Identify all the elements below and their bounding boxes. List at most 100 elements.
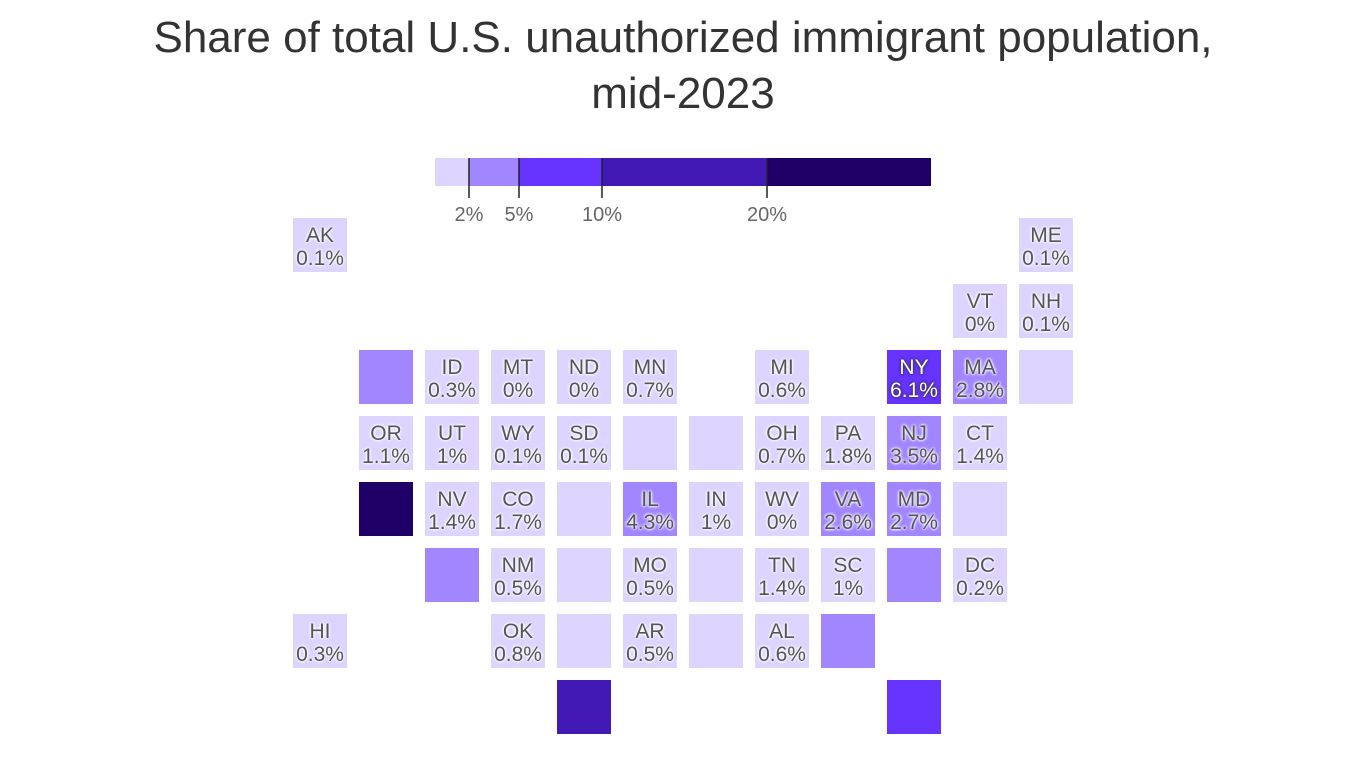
state-tile-nd[interactable]	[557, 350, 611, 404]
state-tile-ut[interactable]	[425, 416, 479, 470]
state-code: OK	[502, 620, 534, 643]
state-value: 1.4%	[758, 577, 806, 600]
state-tile-ny[interactable]	[887, 350, 941, 404]
state-tile-md[interactable]	[887, 482, 941, 536]
state-tile[interactable]	[1019, 350, 1073, 404]
state-code: DC	[964, 554, 996, 577]
state-label: MN 0.7%	[610, 356, 690, 402]
state-value: 6.1%	[890, 379, 938, 402]
state-tile-il[interactable]	[623, 482, 677, 536]
state-tile-nm[interactable]	[491, 548, 545, 602]
state-code: MA	[964, 356, 996, 379]
state-tile-nh[interactable]	[1019, 284, 1073, 338]
state-code: ND	[568, 356, 600, 379]
state-tile[interactable]	[689, 416, 743, 470]
state-label: MT 0%	[478, 356, 558, 402]
state-tile[interactable]	[689, 548, 743, 602]
legend-tick-label: 10%	[581, 204, 623, 226]
state-tile[interactable]	[623, 416, 677, 470]
state-tile-ct[interactable]	[953, 416, 1007, 470]
state-tile[interactable]	[359, 350, 413, 404]
state-tile[interactable]	[557, 614, 611, 668]
state-tile-hi[interactable]	[293, 614, 347, 668]
state-code: MO	[633, 554, 667, 577]
state-label: MD 2.7%	[874, 488, 954, 534]
state-tile-wy[interactable]	[491, 416, 545, 470]
state-value: 1%	[436, 445, 468, 468]
state-tile[interactable]	[953, 482, 1007, 536]
state-tile-me[interactable]	[1019, 218, 1073, 272]
state-tile[interactable]	[557, 680, 611, 734]
legend-swatch	[767, 158, 931, 186]
state-code: OH	[766, 422, 798, 445]
state-tile-oh[interactable]	[755, 416, 809, 470]
state-tile-al[interactable]	[755, 614, 809, 668]
state-value: 4.3%	[626, 511, 674, 534]
state-tile-co[interactable]	[491, 482, 545, 536]
legend-swatch	[519, 158, 602, 186]
state-tile-pa[interactable]	[821, 416, 875, 470]
state-tile-wv[interactable]	[755, 482, 809, 536]
state-label: IN 1%	[676, 488, 756, 534]
state-code: CO	[502, 488, 534, 511]
state-tile-mo[interactable]	[623, 548, 677, 602]
state-label: ID 0.3%	[412, 356, 492, 402]
state-tile[interactable]	[557, 482, 611, 536]
state-value: 0.3%	[296, 643, 344, 666]
state-code: VT	[966, 290, 994, 313]
state-value: 0.5%	[626, 643, 674, 666]
state-code: NJ	[901, 422, 927, 445]
state-value: 0.7%	[758, 445, 806, 468]
state-tile[interactable]	[689, 614, 743, 668]
state-code: ME	[1030, 224, 1062, 247]
state-code: NM	[501, 554, 535, 577]
state-value: 2.8%	[956, 379, 1004, 402]
state-value: 0.1%	[560, 445, 608, 468]
state-code: ID	[441, 356, 463, 379]
state-value: 1.8%	[824, 445, 872, 468]
state-tile-sd[interactable]	[557, 416, 611, 470]
state-tile-tn[interactable]	[755, 548, 809, 602]
state-label: WV 0%	[742, 488, 822, 534]
state-label: TN 1.4%	[742, 554, 822, 600]
state-tile-id[interactable]	[425, 350, 479, 404]
state-code: SD	[569, 422, 599, 445]
state-label: MO 0.5%	[610, 554, 690, 600]
state-value: 0.5%	[494, 577, 542, 600]
state-value: 1%	[700, 511, 732, 534]
state-label: SD 0.1%	[544, 422, 624, 468]
state-tile-ak[interactable]	[293, 218, 347, 272]
state-tile[interactable]	[359, 482, 413, 536]
state-tile[interactable]	[557, 548, 611, 602]
state-value: 1%	[832, 577, 864, 600]
state-tile[interactable]	[425, 548, 479, 602]
state-code: UT	[438, 422, 466, 445]
state-tile-mi[interactable]	[755, 350, 809, 404]
state-tile-in[interactable]	[689, 482, 743, 536]
state-tile-nv[interactable]	[425, 482, 479, 536]
state-tile-vt[interactable]	[953, 284, 1007, 338]
state-value: 3.5%	[890, 445, 938, 468]
state-label: NM 0.5%	[478, 554, 558, 600]
state-tile[interactable]	[821, 614, 875, 668]
state-value: 0.6%	[758, 379, 806, 402]
state-tile-sc[interactable]	[821, 548, 875, 602]
state-label: HI 0.3%	[280, 620, 360, 666]
state-tile-mt[interactable]	[491, 350, 545, 404]
state-tile[interactable]	[887, 680, 941, 734]
color-legend	[435, 158, 931, 198]
state-tile-or[interactable]	[359, 416, 413, 470]
legend-swatch	[602, 158, 767, 186]
state-code: MN	[633, 356, 667, 379]
state-tile-ma[interactable]	[953, 350, 1007, 404]
state-code: TN	[768, 554, 796, 577]
state-tile[interactable]	[887, 548, 941, 602]
state-code: AK	[305, 224, 334, 247]
state-tile-mn[interactable]	[623, 350, 677, 404]
state-tile-ok[interactable]	[491, 614, 545, 668]
state-tile-dc[interactable]	[953, 548, 1007, 602]
state-value: 0.8%	[494, 643, 542, 666]
state-tile-nj[interactable]	[887, 416, 941, 470]
state-tile-va[interactable]	[821, 482, 875, 536]
state-tile-ar[interactable]	[623, 614, 677, 668]
